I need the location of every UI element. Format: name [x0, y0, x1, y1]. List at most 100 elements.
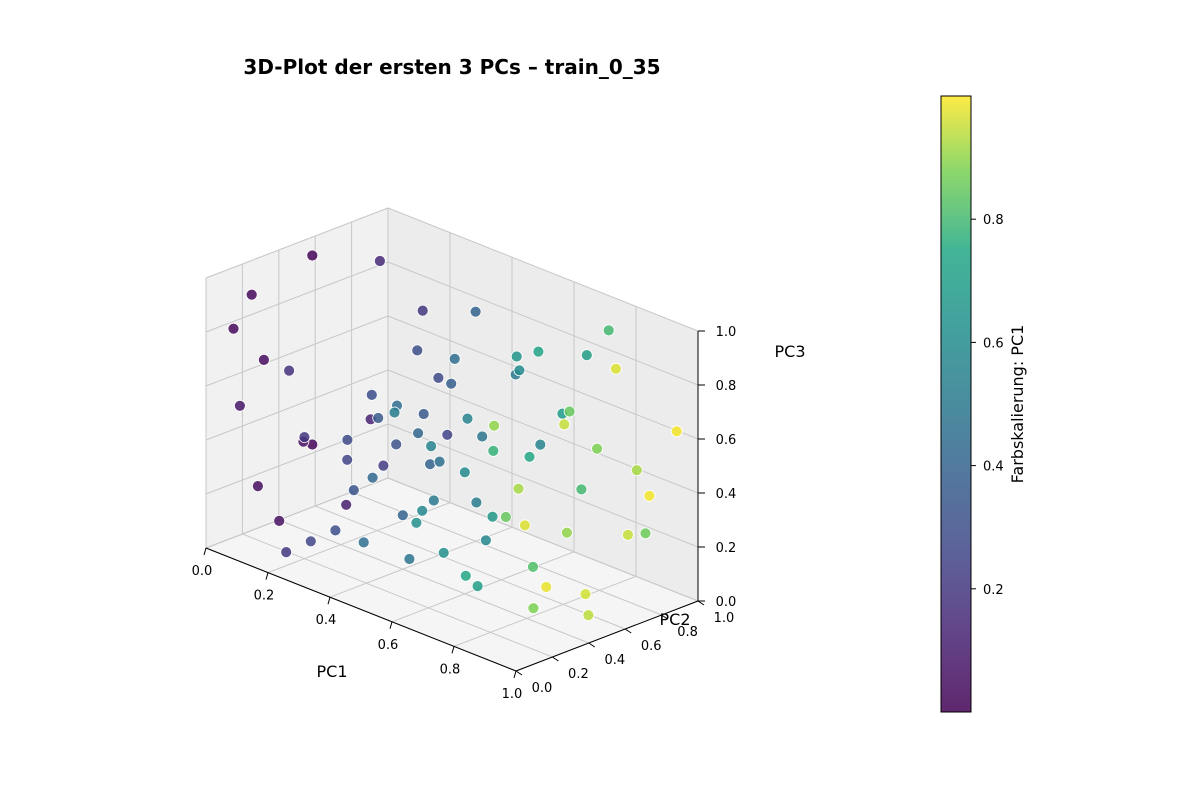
data-point [670, 425, 683, 438]
x-tick-label: 1.0 [502, 687, 523, 702]
data-point [540, 581, 553, 593]
data-point [373, 255, 386, 267]
data-point [416, 304, 429, 317]
y-tick-label: 1.0 [714, 611, 735, 626]
data-point [283, 364, 296, 377]
data-point [347, 484, 360, 497]
data-point [470, 496, 483, 509]
y-tick-mark [552, 656, 559, 662]
data-point [448, 352, 461, 365]
data-point [591, 442, 603, 455]
data-point [357, 536, 370, 549]
data-point [575, 483, 588, 496]
data-point [561, 526, 573, 539]
grid-line [278, 519, 589, 644]
x-axis-label: PC1 [317, 662, 348, 681]
colorbar-tick-label: 0.2 [983, 583, 1004, 598]
grid-line [453, 575, 637, 647]
data-point [510, 350, 523, 363]
data-point [366, 471, 379, 484]
grid-line [242, 533, 553, 658]
data-point [458, 466, 471, 479]
y-axis-line [515, 600, 699, 672]
y-axis-label: PC2 [660, 610, 691, 629]
x-tick-mark [265, 572, 269, 580]
x-tick-label: 0.6 [378, 638, 399, 653]
data-point [479, 534, 492, 547]
colorbar-tick-label: 0.8 [983, 213, 1004, 228]
grid-line [205, 315, 389, 387]
grid-line [387, 477, 699, 602]
y-tick-label: 0.8 [677, 625, 698, 640]
axis-panes [204, 207, 700, 672]
grid-line [315, 505, 626, 630]
y-tick-mark [588, 642, 596, 648]
data-point [233, 399, 246, 412]
data-point [622, 529, 634, 541]
data-point [390, 438, 403, 451]
grid-line [387, 423, 699, 548]
data-point [411, 344, 424, 357]
data-point [469, 305, 482, 318]
data-point [512, 482, 525, 495]
data-point [527, 561, 539, 573]
colorbar-label: Farbskalierung: PC1 [1008, 325, 1027, 484]
data-point [580, 349, 593, 362]
y-tick-mark [624, 628, 632, 634]
data-point [513, 364, 526, 377]
data-point [341, 453, 354, 466]
grid-line [205, 207, 389, 279]
data-point [563, 405, 576, 418]
grid-line [205, 423, 389, 495]
data-point [630, 464, 643, 477]
x-tick-label: 0.4 [316, 613, 337, 628]
data-point [433, 455, 446, 468]
data-point [273, 515, 286, 527]
x-tick-mark [513, 670, 517, 679]
x-tick-mark [389, 621, 393, 629]
data-point [372, 412, 385, 424]
data-point [298, 431, 311, 444]
data-point [441, 428, 454, 441]
data-point [459, 569, 472, 582]
data-point [527, 602, 540, 615]
data-point [519, 519, 531, 532]
data-point [437, 546, 450, 559]
grid-line [205, 369, 389, 441]
data-point [639, 527, 652, 540]
axes: 0.00.20.40.60.81.0 0.00.20.40.60.81.00.00… [192, 325, 737, 702]
z-axis-label: PC3 [775, 342, 806, 361]
z-tick-label: 0.8 [716, 379, 737, 394]
data-point [427, 494, 440, 507]
y-tick-label: 0.6 [641, 639, 662, 654]
x-axis-line [205, 547, 517, 672]
colorbar: 0.2 0.4 0.6 0.8 [940, 95, 1004, 713]
data-point [251, 480, 264, 493]
data-point [306, 249, 319, 262]
data-point [257, 353, 270, 366]
z-tick-label: 0.2 [716, 541, 737, 556]
y-tick-label: 0.0 [532, 681, 553, 696]
x-tick-mark [451, 646, 455, 654]
data-point [412, 427, 425, 440]
chart-title: 3D-Plot der ersten 3 PCs – train_0_35 [243, 55, 660, 79]
z-tick-label: 0.6 [716, 433, 737, 448]
data-points [227, 249, 683, 621]
data-point [341, 433, 354, 446]
x-tick-mark [203, 547, 207, 556]
z-tick-label: 0.4 [716, 487, 737, 502]
data-point [486, 510, 499, 523]
z-tick-label: 1.0 [716, 325, 737, 340]
data-point [532, 345, 545, 358]
grid-line [387, 207, 699, 332]
x-tick-label: 0.2 [254, 589, 275, 604]
data-point [227, 322, 240, 335]
y-tick-mark [515, 670, 523, 676]
data-point [499, 511, 512, 523]
data-point [582, 609, 595, 621]
data-point [410, 516, 423, 529]
data-point [396, 509, 409, 522]
data-point [602, 324, 615, 337]
data-point [365, 388, 378, 401]
